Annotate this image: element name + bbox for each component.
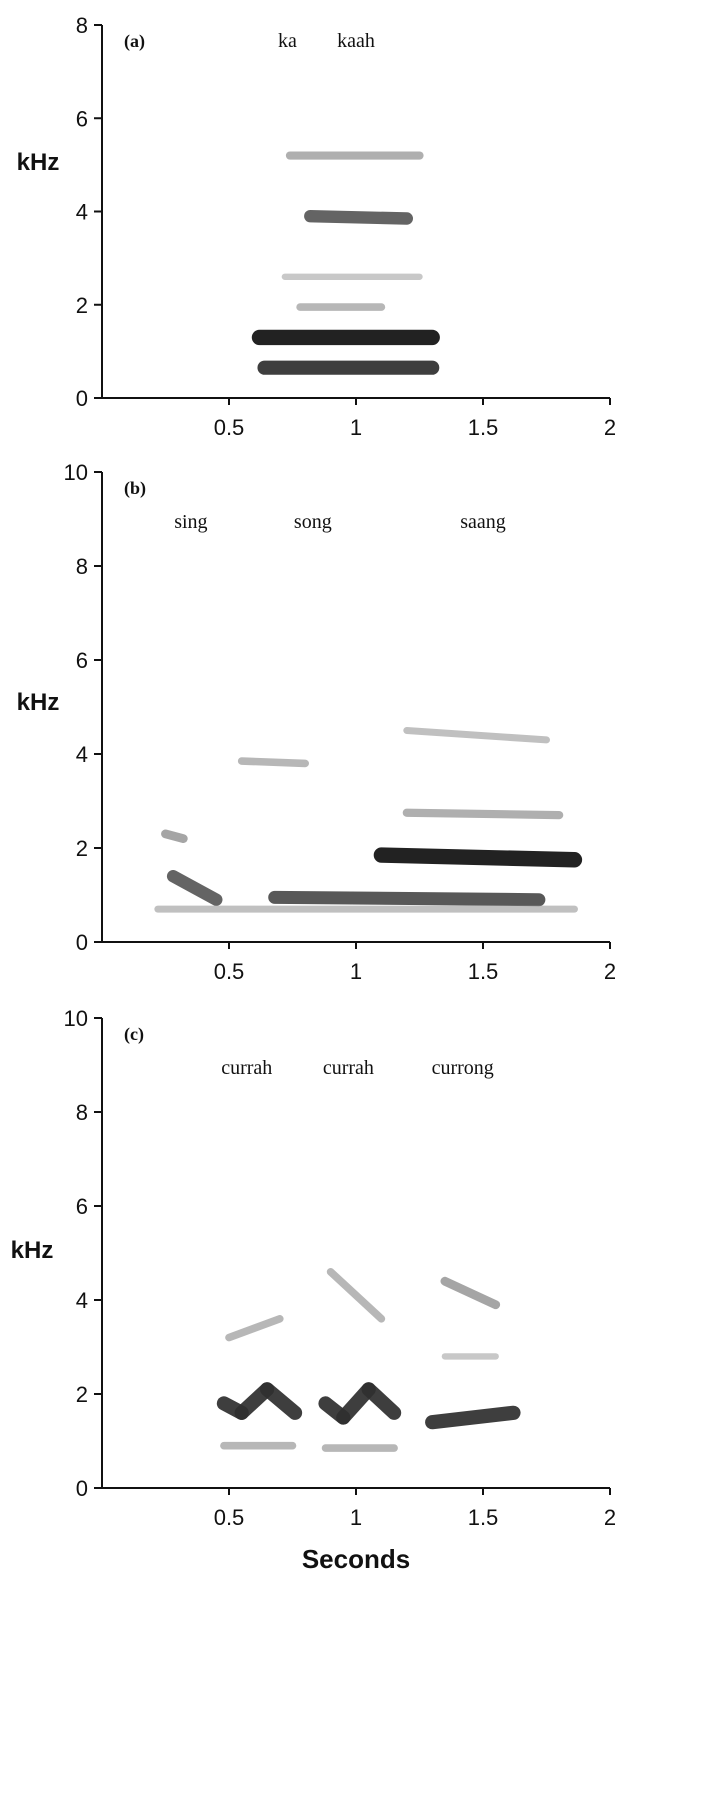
spectral-band xyxy=(225,1315,284,1342)
spectrogram-panel-2: 0 2 4 6 8 10 0.5 1 1.5 2 kHz (b) sing song saang xyxy=(17,460,616,984)
y-tick-label: 0 xyxy=(76,930,88,955)
spectral-band xyxy=(373,847,583,868)
spectral-band xyxy=(268,890,546,907)
panel-label: (c) xyxy=(124,1024,144,1045)
spectral-band xyxy=(260,1382,303,1420)
y-axis-label: kHz xyxy=(11,1237,54,1264)
syllable-label: song xyxy=(294,511,332,533)
spectral-band xyxy=(425,1405,521,1430)
x-tick-label: 1.5 xyxy=(468,1505,499,1530)
syllable-label: kaah xyxy=(337,30,375,52)
spectral-band xyxy=(326,1268,386,1323)
x-tick-label: 0.5 xyxy=(214,959,245,984)
spectral-band xyxy=(237,757,310,768)
y-tick-label: 0 xyxy=(76,386,88,411)
x-tick-label: 2 xyxy=(604,415,616,440)
spectral-band xyxy=(402,808,564,820)
y-tick-label: 6 xyxy=(76,106,88,131)
x-tick-label: 1.5 xyxy=(468,959,499,984)
x-tick-label: 1.5 xyxy=(468,415,499,440)
x-tick-label: 2 xyxy=(604,959,616,984)
y-tick-label: 10 xyxy=(64,460,88,485)
x-tick-label: 0.5 xyxy=(214,1505,245,1530)
y-tick-label: 10 xyxy=(64,1006,88,1031)
spectrogram-panel-3: 0 2 4 6 8 10 0.5 1 1.5 2 kHz (c) currah currah currong… xyxy=(11,1006,616,1574)
spectral-band xyxy=(361,1382,402,1420)
y-tick-label: 8 xyxy=(76,554,88,579)
y-tick-label: 8 xyxy=(76,1100,88,1125)
x-tick-label: 1 xyxy=(350,959,362,984)
x-tick-label: 1 xyxy=(350,1505,362,1530)
panel-label: (b) xyxy=(124,478,146,499)
y-tick-label: 2 xyxy=(76,293,88,318)
y-tick-label: 6 xyxy=(76,648,88,673)
y-tick-label: 4 xyxy=(76,742,88,767)
panel-label: (a) xyxy=(124,31,145,52)
syllable-label: currong xyxy=(432,1057,494,1079)
spectrogram-panel-1: 0 2 4 6 8 0.5 1 1.5 2 kHz (a) ka kaah xyxy=(17,13,616,440)
y-tick-label: 6 xyxy=(76,1194,88,1219)
spectral-band xyxy=(166,870,223,906)
y-tick-label: 4 xyxy=(76,200,88,225)
y-tick-label: 0 xyxy=(76,1476,88,1501)
spectral-band xyxy=(403,727,550,744)
syllable-label: currah xyxy=(323,1057,374,1079)
x-tick-label: 0.5 xyxy=(214,415,245,440)
spectral-band xyxy=(161,829,188,843)
syllable-label: currah xyxy=(221,1057,272,1079)
y-tick-label: 4 xyxy=(76,1288,88,1313)
x-axis-label: Seconds xyxy=(302,1544,410,1574)
syllable-label: sing xyxy=(174,511,207,533)
spectral-band xyxy=(304,209,413,225)
y-axis-label: kHz xyxy=(17,689,60,716)
x-tick-label: 1 xyxy=(350,415,362,440)
spectral-band xyxy=(440,1276,501,1310)
y-tick-label: 8 xyxy=(76,13,88,38)
syllable-label: ka xyxy=(278,30,297,52)
y-tick-label: 2 xyxy=(76,1382,88,1407)
y-axis-label: kHz xyxy=(17,149,60,176)
x-tick-label: 2 xyxy=(604,1505,616,1530)
syllable-label: saang xyxy=(460,511,506,533)
y-tick-label: 2 xyxy=(76,836,88,861)
